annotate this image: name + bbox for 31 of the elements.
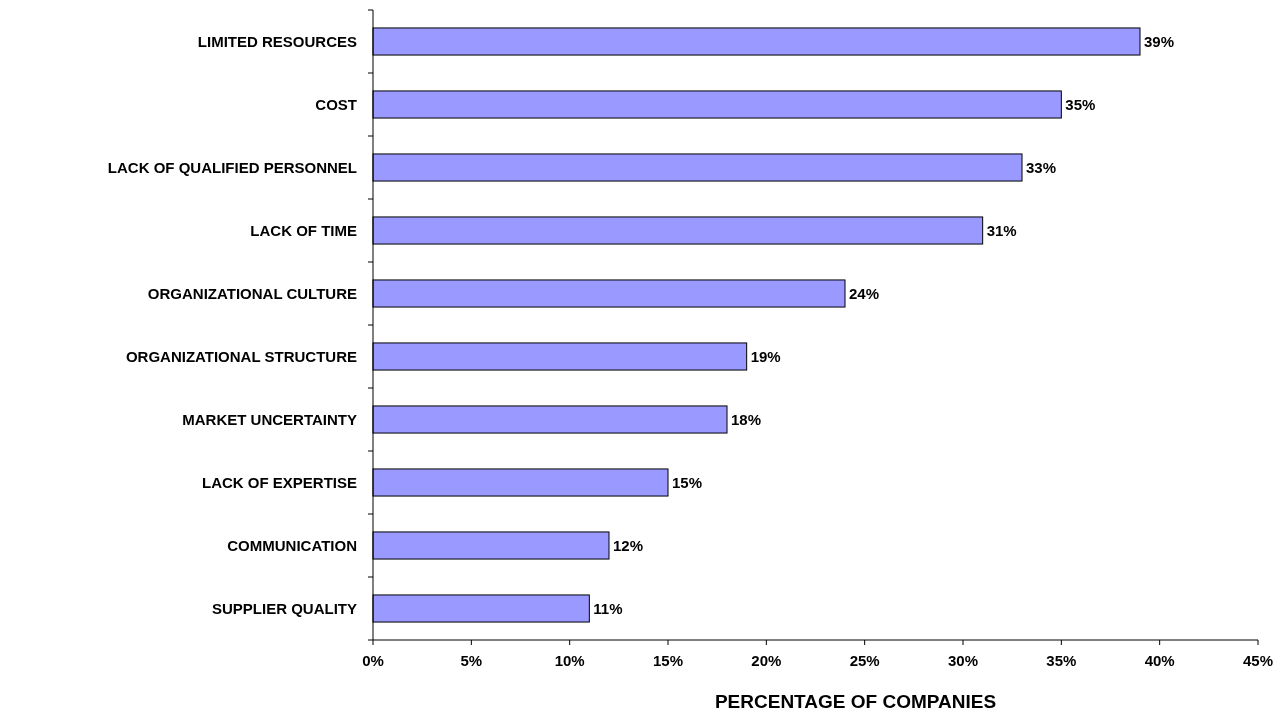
data-label: 33% [1026,158,1057,176]
x-tick-label: 30% [947,652,979,669]
y-tick-label: LIMITED RESOURCES [197,32,357,50]
x-tick-label: 25% [849,652,880,669]
data-label: 19% [750,347,781,365]
y-tick-label: COST [315,95,357,113]
data-label: 18% [731,410,762,428]
data-label: 35% [1065,95,1096,113]
x-tick-label: 20% [751,652,782,669]
data-label: 11% [593,599,623,617]
y-tick-label: MARKET UNCERTAINTY [182,410,357,428]
x-tick-label: 5% [460,652,483,669]
y-tick-label: ORGANIZATIONAL CULTURE [147,284,357,302]
x-tick-label: 0% [362,652,384,669]
y-tick-label: LACK OF QUALIFIED PERSONNEL [107,158,357,176]
x-tick-label: 40% [1144,652,1175,669]
x-tick-label: 15% [652,652,684,669]
data-label: 12% [613,536,644,554]
y-tick-label: ORGANIZATIONAL STRUCTURE [125,347,357,365]
y-tick-label: SUPPLIER QUALITY [211,599,357,617]
data-label: 24% [849,284,880,302]
y-tick-label: LACK OF TIME [250,221,357,239]
data-label: 15% [672,473,703,491]
x-tick-label: 35% [1046,652,1077,669]
y-tick-label: COMMUNICATION [227,536,357,554]
data-label: 31% [986,221,1017,239]
x-tick-label: 45% [1242,652,1274,669]
y-tick-label: LACK OF EXPERTISE [201,473,357,491]
data-label: 39% [1144,32,1175,50]
x-axis-title: PERCENTAGE OF COMPANIES [714,691,997,712]
x-tick-label: 10% [554,652,585,669]
